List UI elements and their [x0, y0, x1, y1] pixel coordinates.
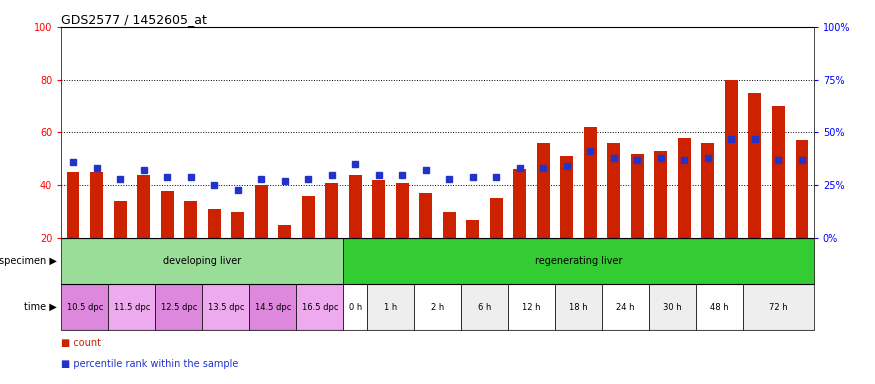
Bar [514, 169, 526, 238]
Bar [114, 201, 127, 238]
Bar [161, 190, 173, 238]
Bar [255, 185, 268, 238]
Bar [326, 183, 338, 238]
Text: 1 h: 1 h [384, 303, 397, 312]
Text: 0 h: 0 h [348, 303, 362, 312]
Text: 12 h: 12 h [522, 303, 541, 312]
Text: 72 h: 72 h [769, 303, 788, 312]
Text: developing liver: developing liver [164, 256, 242, 266]
Bar [461, 284, 508, 330]
Bar [584, 127, 597, 238]
Bar [490, 199, 503, 238]
Bar [367, 284, 414, 330]
Bar [696, 284, 743, 330]
Bar [414, 284, 461, 330]
Text: 30 h: 30 h [663, 303, 682, 312]
Text: GDS2577 / 1452605_at: GDS2577 / 1452605_at [61, 13, 207, 26]
Bar [90, 172, 103, 238]
Text: 11.5 dpc: 11.5 dpc [114, 303, 150, 312]
Bar [66, 172, 80, 238]
Bar [443, 212, 456, 238]
Text: 24 h: 24 h [616, 303, 635, 312]
Text: 12.5 dpc: 12.5 dpc [161, 303, 197, 312]
Bar [537, 143, 550, 238]
Bar [61, 238, 344, 284]
Bar [602, 284, 649, 330]
Bar [302, 196, 315, 238]
Bar [678, 138, 691, 238]
Bar [344, 238, 814, 284]
Bar [249, 284, 297, 330]
Bar [61, 284, 108, 330]
Bar [184, 201, 197, 238]
Text: 14.5 dpc: 14.5 dpc [255, 303, 291, 312]
Bar [772, 106, 785, 238]
Text: regenerating liver: regenerating liver [535, 256, 622, 266]
Bar [508, 284, 555, 330]
Bar [207, 209, 220, 238]
Bar [743, 284, 814, 330]
Text: time ▶: time ▶ [24, 302, 57, 312]
Bar [607, 143, 620, 238]
Text: ■ count: ■ count [61, 338, 102, 348]
Bar [231, 212, 244, 238]
Text: specimen ▶: specimen ▶ [0, 256, 57, 266]
Bar [349, 175, 361, 238]
Text: 16.5 dpc: 16.5 dpc [302, 303, 338, 312]
Bar [372, 180, 385, 238]
Bar [725, 79, 738, 238]
Bar [649, 284, 696, 330]
Bar [702, 143, 714, 238]
Bar [156, 284, 202, 330]
Bar [202, 284, 249, 330]
Bar [466, 220, 480, 238]
Text: 48 h: 48 h [710, 303, 729, 312]
Text: ■ percentile rank within the sample: ■ percentile rank within the sample [61, 359, 239, 369]
Text: 10.5 dpc: 10.5 dpc [66, 303, 103, 312]
Bar [555, 284, 602, 330]
Bar [396, 183, 409, 238]
Text: 2 h: 2 h [430, 303, 444, 312]
Bar [560, 156, 573, 238]
Bar [654, 151, 668, 238]
Text: 6 h: 6 h [478, 303, 491, 312]
Bar [419, 193, 432, 238]
Bar [137, 175, 150, 238]
Text: 13.5 dpc: 13.5 dpc [207, 303, 244, 312]
Bar [278, 225, 291, 238]
Bar [631, 154, 644, 238]
Bar [748, 93, 761, 238]
Bar [297, 284, 344, 330]
Bar [795, 141, 808, 238]
Bar [108, 284, 156, 330]
Text: 18 h: 18 h [570, 303, 588, 312]
Bar [344, 284, 367, 330]
